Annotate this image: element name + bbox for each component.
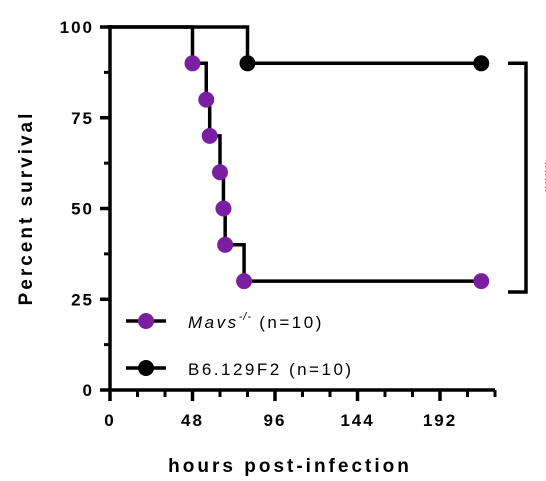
series-layer xyxy=(110,25,490,290)
series-0-point xyxy=(217,236,234,253)
series-0-point xyxy=(473,273,490,290)
series-0-point xyxy=(212,164,228,181)
legend-label-0: Mavs-/- (n=10) xyxy=(188,311,324,332)
y-tick-label: 50 xyxy=(71,200,94,219)
legend-marker-0 xyxy=(138,313,154,329)
x-tick-label: 144 xyxy=(340,411,374,430)
x-tick-label: 192 xyxy=(423,411,457,430)
significance-bracket xyxy=(508,61,528,294)
legend-marker-1 xyxy=(138,360,154,376)
series-0-point xyxy=(201,127,218,144)
x-axis-title: hours post-infection xyxy=(168,456,412,477)
x-tick-label: 48 xyxy=(181,411,204,430)
y-tick-label: 25 xyxy=(71,290,94,309)
series-0-point xyxy=(236,273,253,290)
significance-stars: **** xyxy=(535,162,546,194)
y-axis-title: Percent survival xyxy=(16,111,37,306)
series-0-point xyxy=(215,200,232,217)
series-0-point xyxy=(198,91,215,108)
series-1-point xyxy=(473,55,490,72)
series-1-point xyxy=(239,55,256,72)
series-1-line xyxy=(110,25,482,66)
axes: 0 25 50 75 100 0 48 96 144 192 xyxy=(60,18,497,430)
significance-annotation: **** xyxy=(508,61,546,294)
legend: Mavs-/- (n=10) B6.129F2 (n=10) xyxy=(126,311,354,379)
y-tick-label: 100 xyxy=(60,18,94,37)
x-tick-label: 96 xyxy=(264,411,287,430)
y-tick-label: 75 xyxy=(71,109,94,128)
series-0-line xyxy=(110,25,482,283)
x-tick-label: 0 xyxy=(104,411,115,430)
y-tick-label: 0 xyxy=(83,381,94,400)
legend-label-1: B6.129F2 (n=10) xyxy=(188,360,354,379)
series-0-point xyxy=(184,55,201,72)
